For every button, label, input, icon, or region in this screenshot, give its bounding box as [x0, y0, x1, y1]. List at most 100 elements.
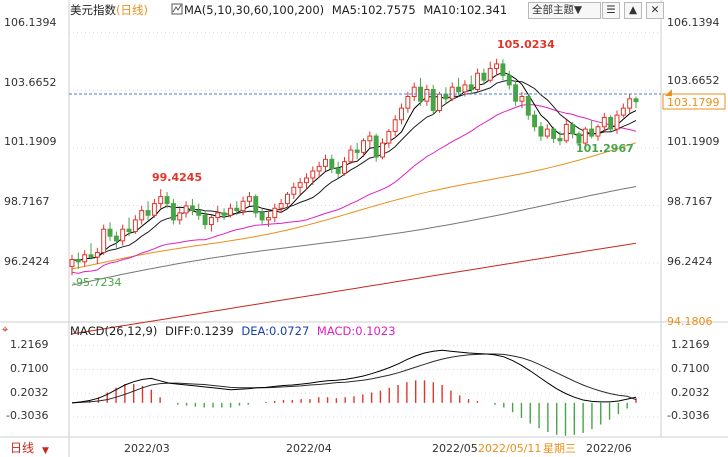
candle-body: [411, 86, 417, 97]
candle-body: [69, 258, 75, 267]
ma60-line: [71, 142, 637, 270]
candle-body: [405, 96, 411, 109]
candle-body: [475, 72, 481, 91]
candle-body: [253, 196, 259, 214]
price-tag-box: [662, 93, 726, 110]
close-icon[interactable]: ✕: [646, 2, 664, 19]
candle-body: [246, 196, 252, 202]
macd-diff: DIFF:0.1239: [165, 324, 234, 338]
ma-settings-icon[interactable]: [171, 3, 183, 15]
candle-body: [576, 133, 582, 144]
candle-body: [189, 205, 195, 212]
candle-body: [348, 149, 354, 163]
collapse-icon[interactable]: ▲: [624, 2, 642, 19]
candle-body: [151, 203, 157, 216]
candle-body: [177, 212, 183, 221]
macd-y-label-left-1: 0.7100: [10, 362, 49, 375]
y-label-right-3: 98.7167: [667, 195, 713, 208]
candle-body: [278, 203, 284, 209]
candle-body: [164, 196, 170, 205]
candle-body: [196, 210, 202, 216]
ma200-line: [71, 242, 637, 335]
candle-body: [582, 128, 588, 144]
candle-body: [430, 89, 436, 111]
candle-body: [392, 119, 398, 132]
candle-body: [234, 207, 240, 212]
candle-body: [265, 217, 271, 221]
candle-body: [215, 212, 221, 219]
moving-average-lines: [71, 71, 637, 335]
candle-body: [208, 217, 214, 226]
candle-body: [487, 68, 493, 81]
candle-body: [82, 254, 88, 263]
candle-body: [158, 196, 164, 205]
y-label-left-4: 96.2424: [4, 255, 50, 268]
candle-body: [373, 135, 379, 158]
candle-body: [107, 228, 113, 237]
candle-body: [335, 168, 341, 174]
candle-body: [608, 116, 614, 130]
price-tag-marker: ◢: [665, 88, 672, 98]
period-label: (日线): [116, 3, 148, 17]
candle-body: [304, 177, 309, 184]
x-label-1: 2022/04: [286, 442, 332, 455]
candle-body: [113, 235, 119, 242]
candle-body: [75, 258, 81, 263]
candle-body: [240, 200, 246, 212]
x-label-0: 2022/03: [124, 442, 170, 455]
annotation-low-101: 101.2967: [576, 142, 634, 155]
candle-body: [94, 251, 100, 258]
annotation-high-99: 99.4245: [152, 171, 202, 184]
macd-y-label-right-2: 0.2032: [671, 386, 710, 399]
candle-body: [310, 170, 316, 179]
y-label-right-5: 94.1806: [667, 315, 713, 328]
dea-line: [71, 353, 637, 404]
list-icon[interactable]: ☰: [602, 2, 620, 19]
macd-y-label-right-0: 1.2169: [671, 338, 710, 351]
period-label-bottom[interactable]: 日线: [10, 441, 34, 455]
y-label-right-0: 106.1394: [667, 16, 720, 29]
candle-body: [570, 123, 576, 135]
candle-body: [399, 107, 404, 121]
y-label-right-2: 101.1909: [667, 135, 720, 148]
macd-dea: DEA:0.0727: [241, 324, 309, 338]
candle-body: [519, 96, 525, 102]
y-label-right-4: 96.2424: [667, 255, 713, 268]
candle-body: [221, 212, 227, 216]
y-label-left-0: 106.1394: [4, 16, 57, 29]
candle-body: [361, 140, 366, 153]
ma5-line: [71, 71, 637, 262]
candle-body: [88, 254, 94, 258]
ma-header: MA(5,10,30,60,100,200) MA5:102.7575 MA10…: [184, 3, 507, 17]
y-label-right-1: 103.6652: [667, 74, 720, 87]
candle-body: [468, 84, 474, 91]
candle-body: [500, 63, 506, 77]
ma-params: MA(5,10,30,60,100,200): [184, 3, 324, 17]
macd-y-label-right-1: 0.7100: [671, 362, 710, 375]
candle-body: [437, 93, 443, 111]
candle-body: [538, 126, 544, 137]
candle-body: [633, 98, 639, 103]
candle-body: [354, 149, 360, 153]
chart-header: 美元指数(日线): [70, 3, 148, 17]
candle-body: [126, 228, 132, 233]
theme-select[interactable]: 全部主题▼: [528, 2, 601, 19]
chevron-down-icon[interactable]: ▼: [42, 446, 49, 456]
candle-body: [132, 219, 138, 233]
crosshair-icon[interactable]: ⌖: [2, 323, 8, 336]
candle-body: [513, 84, 519, 102]
y-label-left-1: 103.6652: [4, 76, 57, 89]
x-label-3: 2022/06: [586, 442, 632, 455]
candle-body: [443, 93, 449, 100]
candle-body: [323, 158, 328, 167]
candle-body: [462, 84, 468, 93]
candle-body: [259, 212, 265, 221]
candle-body: [563, 123, 569, 142]
annotation-low-95: -95.7234: [72, 276, 121, 289]
candle-body: [532, 114, 538, 128]
y-label-left-2: 101.1909: [4, 135, 57, 148]
ma5-value: MA5:102.7575: [332, 3, 416, 17]
candle-body: [481, 72, 487, 81]
candle-body: [601, 116, 607, 128]
candle-body: [367, 135, 373, 142]
